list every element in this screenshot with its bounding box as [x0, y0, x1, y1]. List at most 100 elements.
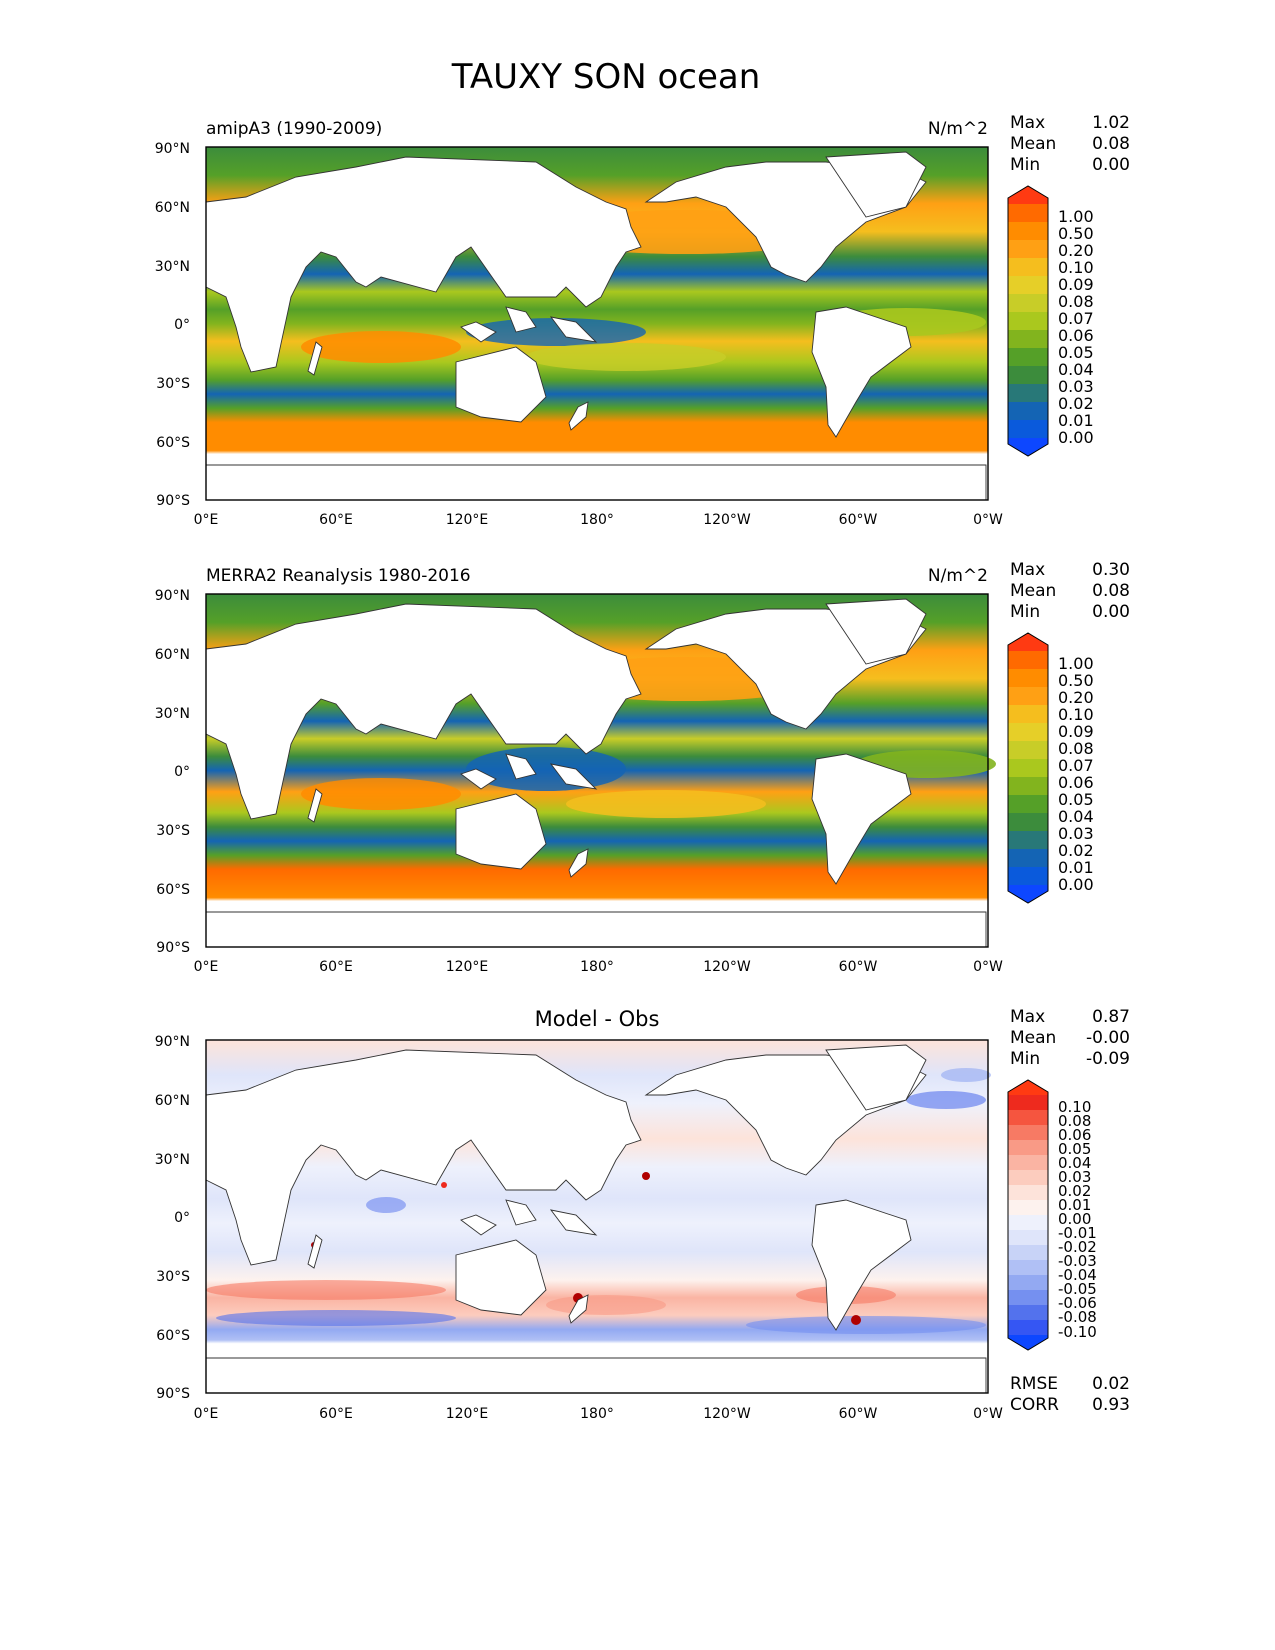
- colorbar-label: 0.04: [1058, 360, 1094, 379]
- colorbar-label: 0.00: [1058, 428, 1094, 447]
- colorbar-swatch: [1008, 1305, 1048, 1321]
- colorbar-swatch: [1008, 687, 1048, 706]
- colorbar-label: 0.01: [1058, 411, 1094, 430]
- colorbar-swatch: [1008, 366, 1048, 385]
- colorbar-label: 0.06: [1058, 326, 1094, 345]
- colorbar-label: -0.02: [1058, 1238, 1097, 1256]
- map-frame: [205, 1039, 989, 1394]
- y-tick-label: 90°S: [156, 493, 190, 509]
- stat-value: 0.00: [1092, 602, 1130, 622]
- colorbar-label: -0.03: [1058, 1252, 1097, 1270]
- colorbar-swatch: [1008, 1185, 1048, 1201]
- y-tick-label: 60°N: [155, 200, 190, 216]
- colorbar-label: 0.02: [1058, 394, 1094, 413]
- colorbar: 1.00 0.50 0.20 0.10 0.09 0.08 0.07 0.06 …: [1007, 632, 1094, 904]
- colorbar-label: 1.00: [1058, 207, 1094, 226]
- stat-value: 0.93: [1092, 1395, 1130, 1415]
- panel-model-stats: Max 1.02 Mean 0.08 Min 0.00: [1010, 113, 1130, 175]
- colorbar-swatch: [1008, 1320, 1048, 1336]
- colorbar-swatch: [1008, 669, 1048, 688]
- colorbar-swatch: [1008, 1230, 1048, 1246]
- figure-title: TAUXY SON ocean: [451, 57, 761, 97]
- y-tick-label: 60°N: [155, 647, 190, 663]
- colorbar-swatch: [1008, 813, 1048, 832]
- colorbar-label: 0.05: [1058, 790, 1094, 809]
- stat-label: Max: [1010, 113, 1045, 133]
- colorbar-swatch: [1008, 885, 1048, 903]
- stat-label: Min: [1010, 155, 1040, 175]
- colorbar-outline: [1007, 185, 1049, 457]
- colorbar-swatch: [1008, 633, 1048, 651]
- colorbar-swatch: [1008, 1275, 1048, 1291]
- x-axis: 0°E 60°E 120°E 180° 120°W 60°W 0°W: [194, 1406, 1003, 1422]
- colorbar-label: 0.06: [1058, 1126, 1091, 1144]
- colorbar-swatch: [1008, 849, 1048, 868]
- panel-obs-units: N/m^2: [928, 566, 988, 586]
- colorbar: 0.10 0.08 0.06 0.05 0.04 0.03 0.02 0.01 …: [1007, 1079, 1097, 1351]
- colorbar-label: 0.03: [1058, 377, 1094, 396]
- colorbar-label: 0.03: [1058, 824, 1094, 843]
- y-tick-label: 60°N: [155, 1093, 190, 1109]
- x-tick-label: 120°E: [446, 959, 489, 975]
- map-area: [205, 593, 996, 948]
- stat-label: Min: [1010, 602, 1040, 622]
- colorbar-swatch: [1008, 831, 1048, 850]
- colorbar-swatch: [1008, 705, 1048, 724]
- panel-diff: Model - Obs Max 0.87 Mean -0.00 Min -0.0…: [155, 1007, 1130, 1422]
- colorbar-swatch: [1008, 741, 1048, 760]
- stat-label: Mean: [1010, 134, 1056, 154]
- x-tick-label: 0°E: [194, 512, 219, 528]
- y-tick-label: 30°S: [156, 376, 190, 392]
- y-tick-label: 90°N: [155, 141, 190, 157]
- y-tick-label: 30°N: [155, 706, 190, 722]
- colorbar-swatch: [1008, 1095, 1048, 1111]
- panel-model-units: N/m^2: [928, 119, 988, 139]
- x-tick-label: 120°W: [703, 959, 751, 975]
- colorbar-label: 0.10: [1058, 705, 1094, 724]
- panel-model-title: amipA3 (1990-2009): [206, 119, 382, 139]
- colorbar-swatch: [1008, 1125, 1048, 1141]
- colorbar-label: 0.07: [1058, 309, 1094, 328]
- colorbar-outline: [1007, 632, 1049, 904]
- colorbar-outline: [1007, 1079, 1049, 1351]
- map-frame: [205, 593, 989, 948]
- stat-label: Min: [1010, 1049, 1040, 1069]
- stat-value: -0.09: [1086, 1049, 1130, 1069]
- stat-label: Max: [1010, 1007, 1045, 1027]
- y-tick-label: 30°N: [155, 1152, 190, 1168]
- x-tick-label: 120°E: [446, 1406, 489, 1422]
- stat-label: Max: [1010, 560, 1045, 580]
- stat-value: 0.02: [1092, 1374, 1130, 1394]
- x-tick-label: 0°W: [973, 1406, 1003, 1422]
- colorbar-label: 0.50: [1058, 224, 1094, 243]
- y-tick-label: 60°S: [156, 435, 190, 451]
- x-tick-label: 180°: [580, 512, 614, 528]
- panel-obs: MERRA2 Reanalysis 1980-2016 N/m^2 Max 0.…: [155, 560, 1130, 975]
- colorbar-swatch: [1008, 294, 1048, 313]
- y-tick-label: 0°: [174, 1210, 190, 1226]
- colorbar-label: 0.05: [1058, 1140, 1091, 1158]
- panel-obs-title: MERRA2 Reanalysis 1980-2016: [206, 566, 471, 586]
- panel-diff-bottom-stats: RMSE 0.02 CORR 0.93: [1010, 1374, 1130, 1415]
- colorbar-label: -0.08: [1058, 1308, 1097, 1326]
- colorbar-swatch: [1008, 1140, 1048, 1156]
- colorbar-label: 0.20: [1058, 241, 1094, 260]
- colorbar-label: 0.04: [1058, 807, 1094, 826]
- x-tick-label: 60°E: [319, 512, 353, 528]
- y-tick-label: 30°S: [156, 823, 190, 839]
- colorbar-label: 0.00: [1058, 1210, 1091, 1228]
- colorbar-swatch: [1008, 1215, 1048, 1231]
- colorbar-label: -0.06: [1058, 1294, 1097, 1312]
- colorbar-swatch: [1008, 312, 1048, 331]
- x-tick-label: 60°E: [319, 1406, 353, 1422]
- panel-model: amipA3 (1990-2009) N/m^2 Max 1.02 Mean 0…: [155, 113, 1130, 528]
- colorbar-label: 0.10: [1058, 1098, 1091, 1116]
- colorbar-label: 0.50: [1058, 671, 1094, 690]
- stat-value: 0.87: [1092, 1007, 1130, 1027]
- colorbar-label: 0.05: [1058, 343, 1094, 362]
- stat-label: Mean: [1010, 1028, 1056, 1048]
- colorbar-swatch: [1008, 402, 1048, 421]
- colorbar-swatch: [1008, 222, 1048, 241]
- colorbar-label: 0.09: [1058, 722, 1094, 741]
- colorbar-label: -0.05: [1058, 1280, 1097, 1298]
